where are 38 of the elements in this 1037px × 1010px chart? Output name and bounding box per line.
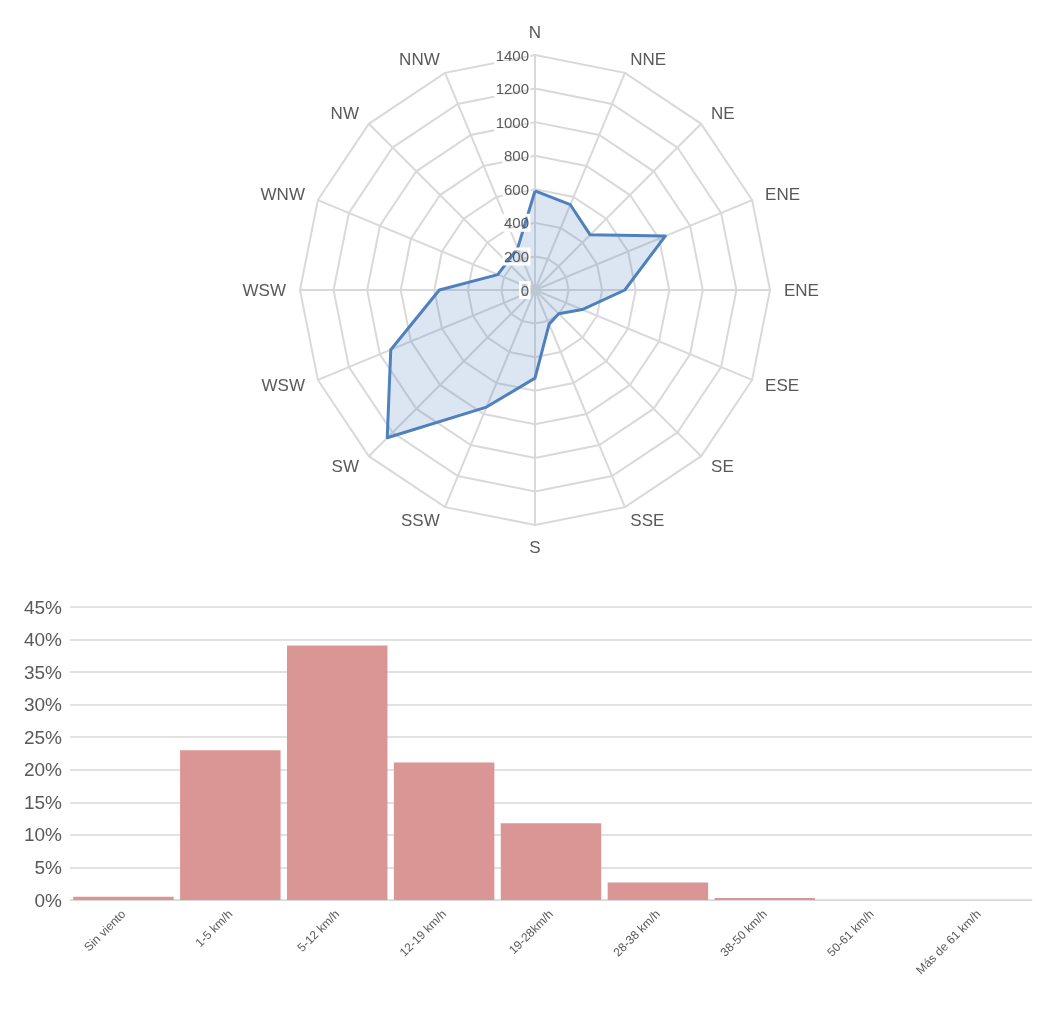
y-tick-label: 600 — [503, 180, 529, 198]
y-tick-label: 1400 — [495, 46, 529, 64]
y-tick-label: 0 — [520, 281, 529, 299]
spoke-label: ENE — [765, 185, 801, 205]
spoke-label: WSW — [261, 375, 305, 395]
y-tick-label: 35% — [23, 661, 63, 683]
spoke-label: NNE — [630, 50, 667, 70]
spoke-label: WNW — [260, 185, 305, 205]
y-tick-label: 1200 — [495, 80, 529, 98]
spoke-label: SSE — [630, 510, 665, 530]
y-tick-label: 25% — [23, 726, 63, 748]
y-tick-label: 1000 — [495, 113, 529, 131]
bar — [286, 645, 388, 900]
spoke-label: SE — [711, 456, 734, 476]
y-tick-label: 45% — [23, 596, 63, 618]
y-tick-label: 10% — [23, 824, 63, 846]
spoke-label: ESE — [765, 375, 800, 395]
y-tick-label: 800 — [503, 147, 529, 165]
spoke-label: SW — [331, 456, 359, 476]
bar — [180, 750, 281, 900]
spoke-label: S — [529, 538, 541, 557]
y-tick-label: 40% — [23, 629, 63, 651]
spoke-label: SSW — [400, 510, 440, 530]
spoke-label: WSW — [242, 280, 286, 300]
y-tick-label: 0% — [34, 889, 63, 911]
y-tick-label: 30% — [23, 694, 63, 716]
spoke-label: NE — [711, 104, 735, 124]
bar — [73, 896, 174, 900]
spoke-label: ENE — [784, 280, 819, 300]
spoke-label: NW — [330, 104, 359, 124]
bar — [500, 823, 602, 900]
bar — [607, 882, 709, 900]
spoke-label: N — [528, 23, 542, 42]
y-tick-label: 20% — [23, 759, 63, 781]
y-tick-label: 5% — [34, 856, 63, 878]
y-tick-label: 15% — [23, 791, 63, 813]
spoke-label: NNW — [399, 50, 440, 70]
bar — [393, 762, 495, 900]
